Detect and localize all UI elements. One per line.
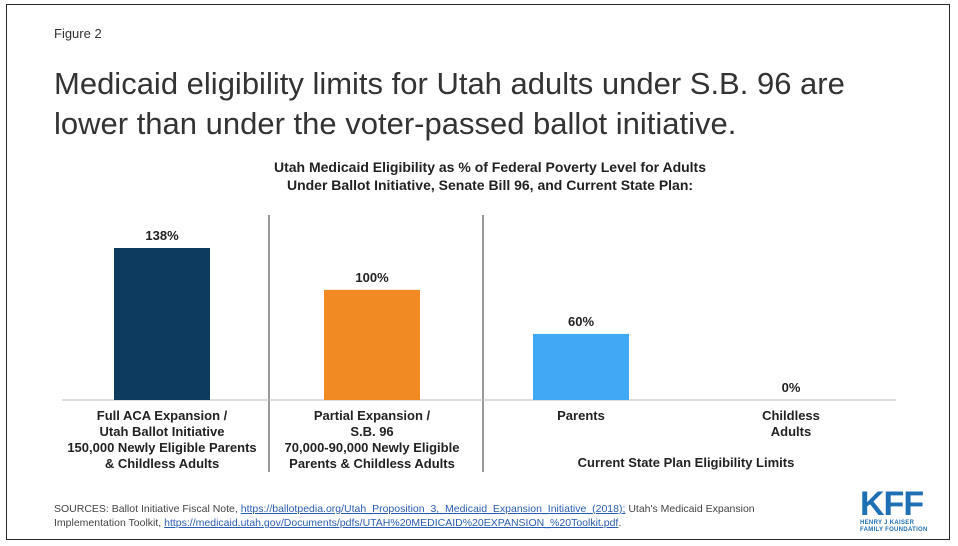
sources-prefix: SOURCES: Ballot Initiative Fiscal Note, (54, 503, 241, 515)
bar (324, 289, 420, 400)
chart-title: Utah Medicaid Eligibility as % of Federa… (150, 158, 830, 194)
source-link-toolkit[interactable]: https://medicaid.utah.gov/Documents/pdfs… (164, 517, 619, 529)
sources-suffix: . (618, 517, 622, 529)
logo-line-1: HENRY J KAISER (860, 520, 915, 526)
logo-line-2: FAMILY FOUNDATION (860, 527, 928, 533)
category-label: Childless (762, 408, 820, 423)
category-label: 150,000 Newly Eligible Parents (67, 440, 256, 455)
bar (533, 333, 629, 400)
data-label: 60% (568, 314, 594, 329)
page-title: Medicaid eligibility limits for Utah adu… (54, 66, 845, 141)
group-label: Current State Plan Eligibility Limits (578, 455, 795, 470)
category-label: 70,000-90,000 Newly Eligible (285, 440, 460, 455)
category-label: Partial Expansion / (314, 408, 431, 423)
category-label: Utah Ballot Initiative (100, 424, 225, 439)
category-label: Parents & Childless Adults (289, 456, 455, 471)
bar (114, 248, 210, 400)
sources-middle: Utah's Medicaid Expansion Implementation… (54, 503, 755, 529)
category-label: Adults (771, 424, 811, 439)
figure-label: Figure 2 (54, 26, 102, 41)
data-label: 138% (145, 228, 179, 243)
category-label: & Childless Adults (105, 456, 219, 471)
logo-mark: KFF (860, 485, 924, 523)
category-label: Full ACA Expansion / (97, 408, 228, 423)
kff-logo: KFF HENRY J KAISER FAMILY FOUNDATION (860, 485, 940, 534)
sources-note: SOURCES: Ballot Initiative Fiscal Note, … (54, 502, 824, 530)
chart-title-line-1: Utah Medicaid Eligibility as % of Federa… (273, 159, 707, 175)
data-label: 100% (355, 270, 389, 285)
source-link-ballotpedia[interactable]: https://ballotpedia.org/Utah_Proposition… (240, 503, 626, 515)
category-label: Parents (557, 408, 605, 423)
category-label: S.B. 96 (350, 424, 393, 439)
data-label: 0% (782, 380, 801, 395)
chart-title-line-2: Under Ballot Initiative, Senate Bill 96,… (286, 177, 694, 193)
